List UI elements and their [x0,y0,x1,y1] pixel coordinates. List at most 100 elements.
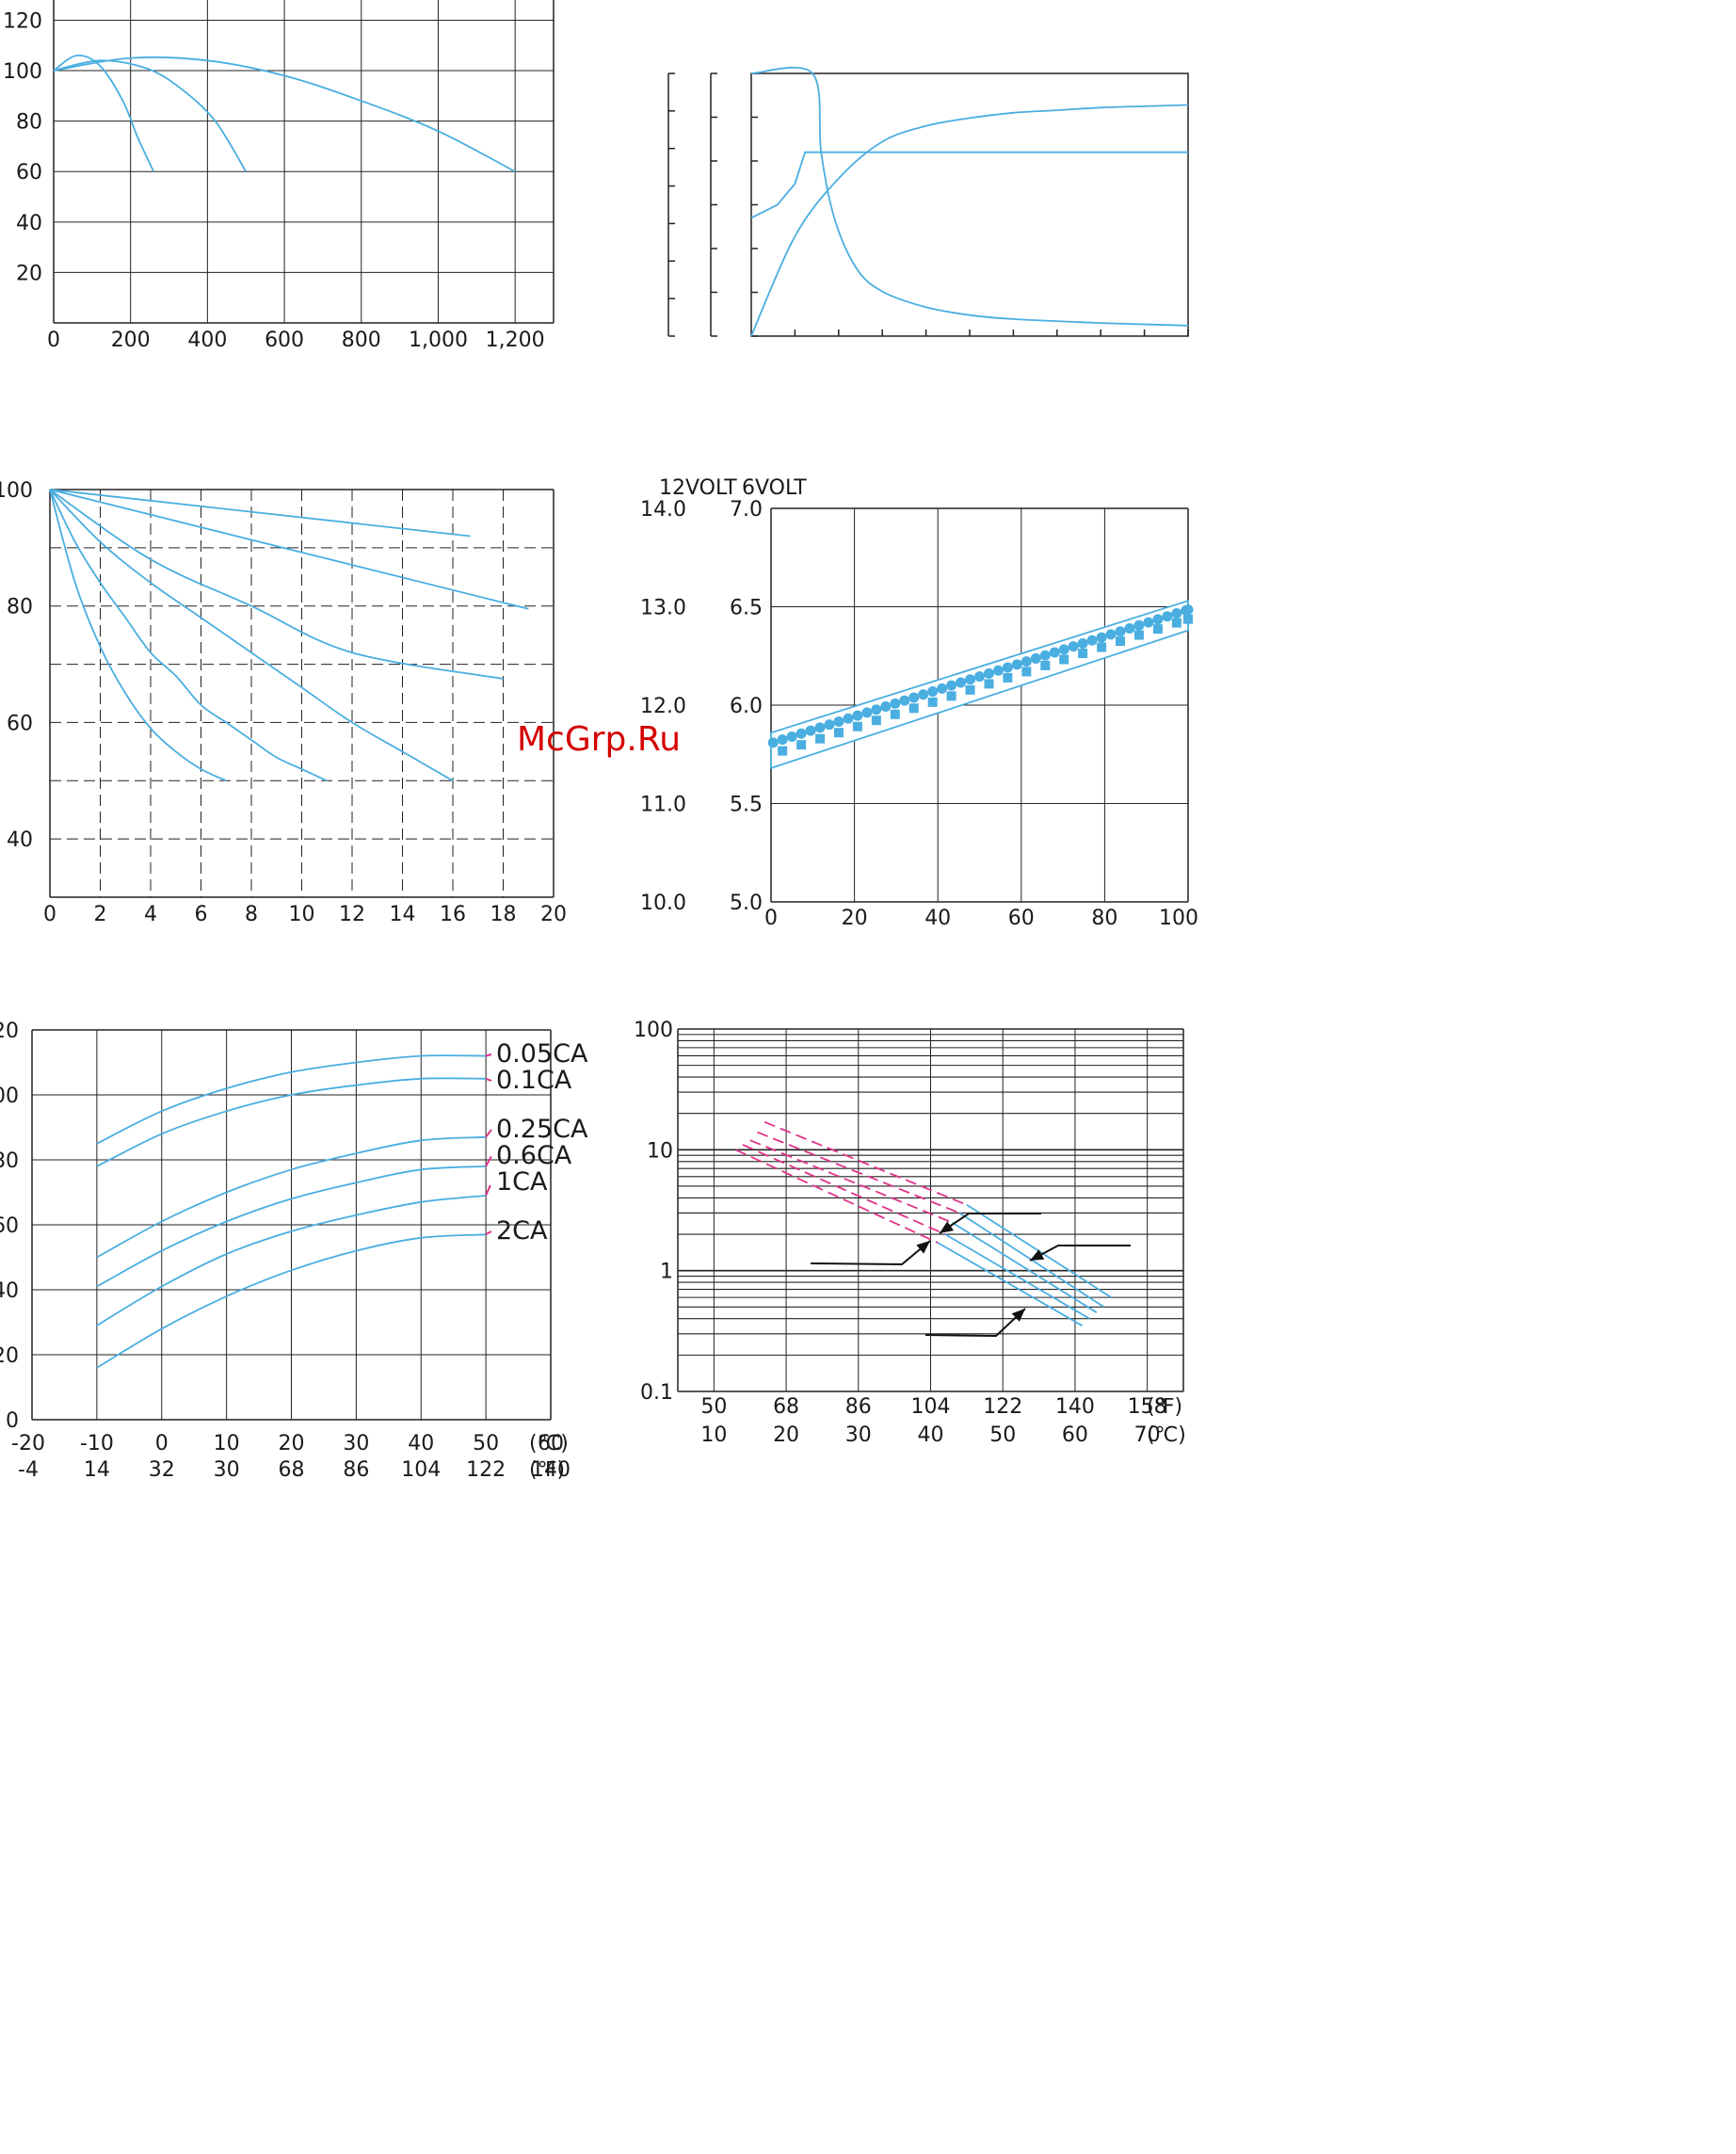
x-tick-label-f: 122 [983,1395,1022,1419]
band-square [946,691,956,701]
series-label: 0.1CA [496,1066,572,1095]
curve-2-extension [485,1077,492,1082]
band-dot [927,686,939,698]
x-tick-label-c: 20 [279,1432,305,1455]
curve-2 [750,151,1188,219]
curve-3-extension [485,1129,492,1138]
band-dot [908,692,920,703]
y-tick-label-12v: 11.0 [640,794,686,817]
band-dot [861,707,873,718]
x-tick-label-c: 40 [408,1432,434,1455]
x-tick-label-c: 10 [700,1423,727,1447]
band-square [1003,672,1013,683]
x-tick-label-c: 30 [343,1432,369,1455]
chart-panel-4: 12VOLT 6VOLT 10.0 5.0 11.0 5.5 12.0 6.0 13.0 6.5 1… [640,476,1198,930]
band-dot [824,719,835,731]
curve-4 [49,489,454,782]
x-tick-label: 2 [94,903,107,926]
x-tick-label-f: 68 [279,1458,305,1482]
series-label: 0.6CA [496,1141,572,1170]
chart-panel-2 [667,66,1189,337]
y-tick-label: 0 [6,1409,19,1433]
band-square [1021,667,1032,677]
x-tick-label: 0 [43,903,56,926]
band-dot [890,698,901,709]
curve-5 [49,489,328,782]
x-tick-label-f: 104 [911,1395,951,1419]
x-tick-label: 0 [764,907,778,930]
x-tick-label-c: 10 [214,1432,240,1455]
curve-2 [96,1077,487,1167]
x-tick-label-c: 0 [155,1432,169,1455]
y-tick-label: 100 [634,1019,673,1042]
y-tick-label: 100 [0,479,33,503]
y-tick-label: 1 [660,1261,673,1284]
chart-panel-1: 20 40 60 80 100 120 0 200 400 600 800 1,000 1,200 [3,0,555,352]
x-tick-label-f: 86 [845,1395,872,1419]
x-tick-label: 0 [47,329,60,352]
band-dot [1021,656,1032,667]
band-square [1040,660,1051,670]
curve-5-extension [485,1181,492,1197]
x-tick-label: 600 [265,329,304,352]
x-tick-label-f: 140 [1055,1395,1095,1419]
x-tick-label: 60 [1008,907,1035,930]
x-tick-label: 8 [245,903,258,926]
x-tick-label: 200 [111,329,151,352]
unit-f-label: (℉) [1147,1395,1182,1419]
callout-arrow-3-head [1030,1249,1045,1261]
band-dot [937,683,948,694]
x-tick-label: 1,200 [486,329,545,352]
callout-arrow-2-head [916,1241,930,1254]
curve-6 [96,1233,487,1369]
x-tick-label: 20 [540,903,567,926]
band-dot [1115,626,1126,637]
band-dot [946,680,957,691]
y-tick-label: 120 [3,9,42,33]
x-tick-label-c: 30 [845,1423,872,1447]
x-tick-label-c: 20 [773,1423,799,1447]
y-tick-label: 20 [0,1344,19,1368]
band-square [1097,642,1107,652]
band-square [965,684,975,695]
band-square [1059,654,1069,665]
x-tick-label: 16 [440,903,466,926]
x-tick-label: 12 [339,903,365,926]
band-square [852,721,862,731]
x-tick-label: 18 [490,903,517,926]
band-square [1171,618,1181,628]
unit-c-label: (℃) [1147,1423,1186,1447]
chart-panel-6: 50 10 68 20 86 30 104 40 122 50 140 60 158 70 (℉) (℃) 0.… [634,1019,1186,1447]
curve-1 [53,54,155,172]
y-tick-label: 20 [16,262,42,285]
band-dot [843,713,854,724]
x-tick-label-c: 50 [473,1432,499,1455]
band-dot [1171,608,1182,619]
chart-panel-5: 020406080100120-20-4-1014032103020683086… [0,1020,588,1482]
curve-6 [49,489,227,782]
y-tick-label-6v: 6.0 [730,695,763,718]
curve-1 [96,1054,487,1145]
curve-3 [96,1135,487,1259]
curve-4-extension [485,1155,492,1167]
x-tick-label: 4 [144,903,157,926]
band-dot [1011,659,1022,670]
x-tick-label: 14 [390,903,416,926]
x-tick-label: 20 [842,907,868,930]
header-6volt: 6VOLT [742,476,807,500]
y-tick-label: 80 [0,1149,19,1173]
y-tick-label-6v: 7.0 [730,498,763,522]
band-dot [965,674,976,685]
x-tick-label-f: 32 [149,1458,175,1482]
series-label: 2CA [496,1216,548,1246]
band-square [796,740,807,750]
x-tick-label: 80 [1091,907,1117,930]
band-dot [1096,632,1107,643]
curve-2 [49,489,529,610]
band-square [1152,624,1163,635]
y-tick-label: 100 [0,1085,19,1108]
curve-1-extension [485,1053,492,1057]
callout-arrow-4 [924,1308,1026,1338]
curve-4 [96,1165,487,1288]
